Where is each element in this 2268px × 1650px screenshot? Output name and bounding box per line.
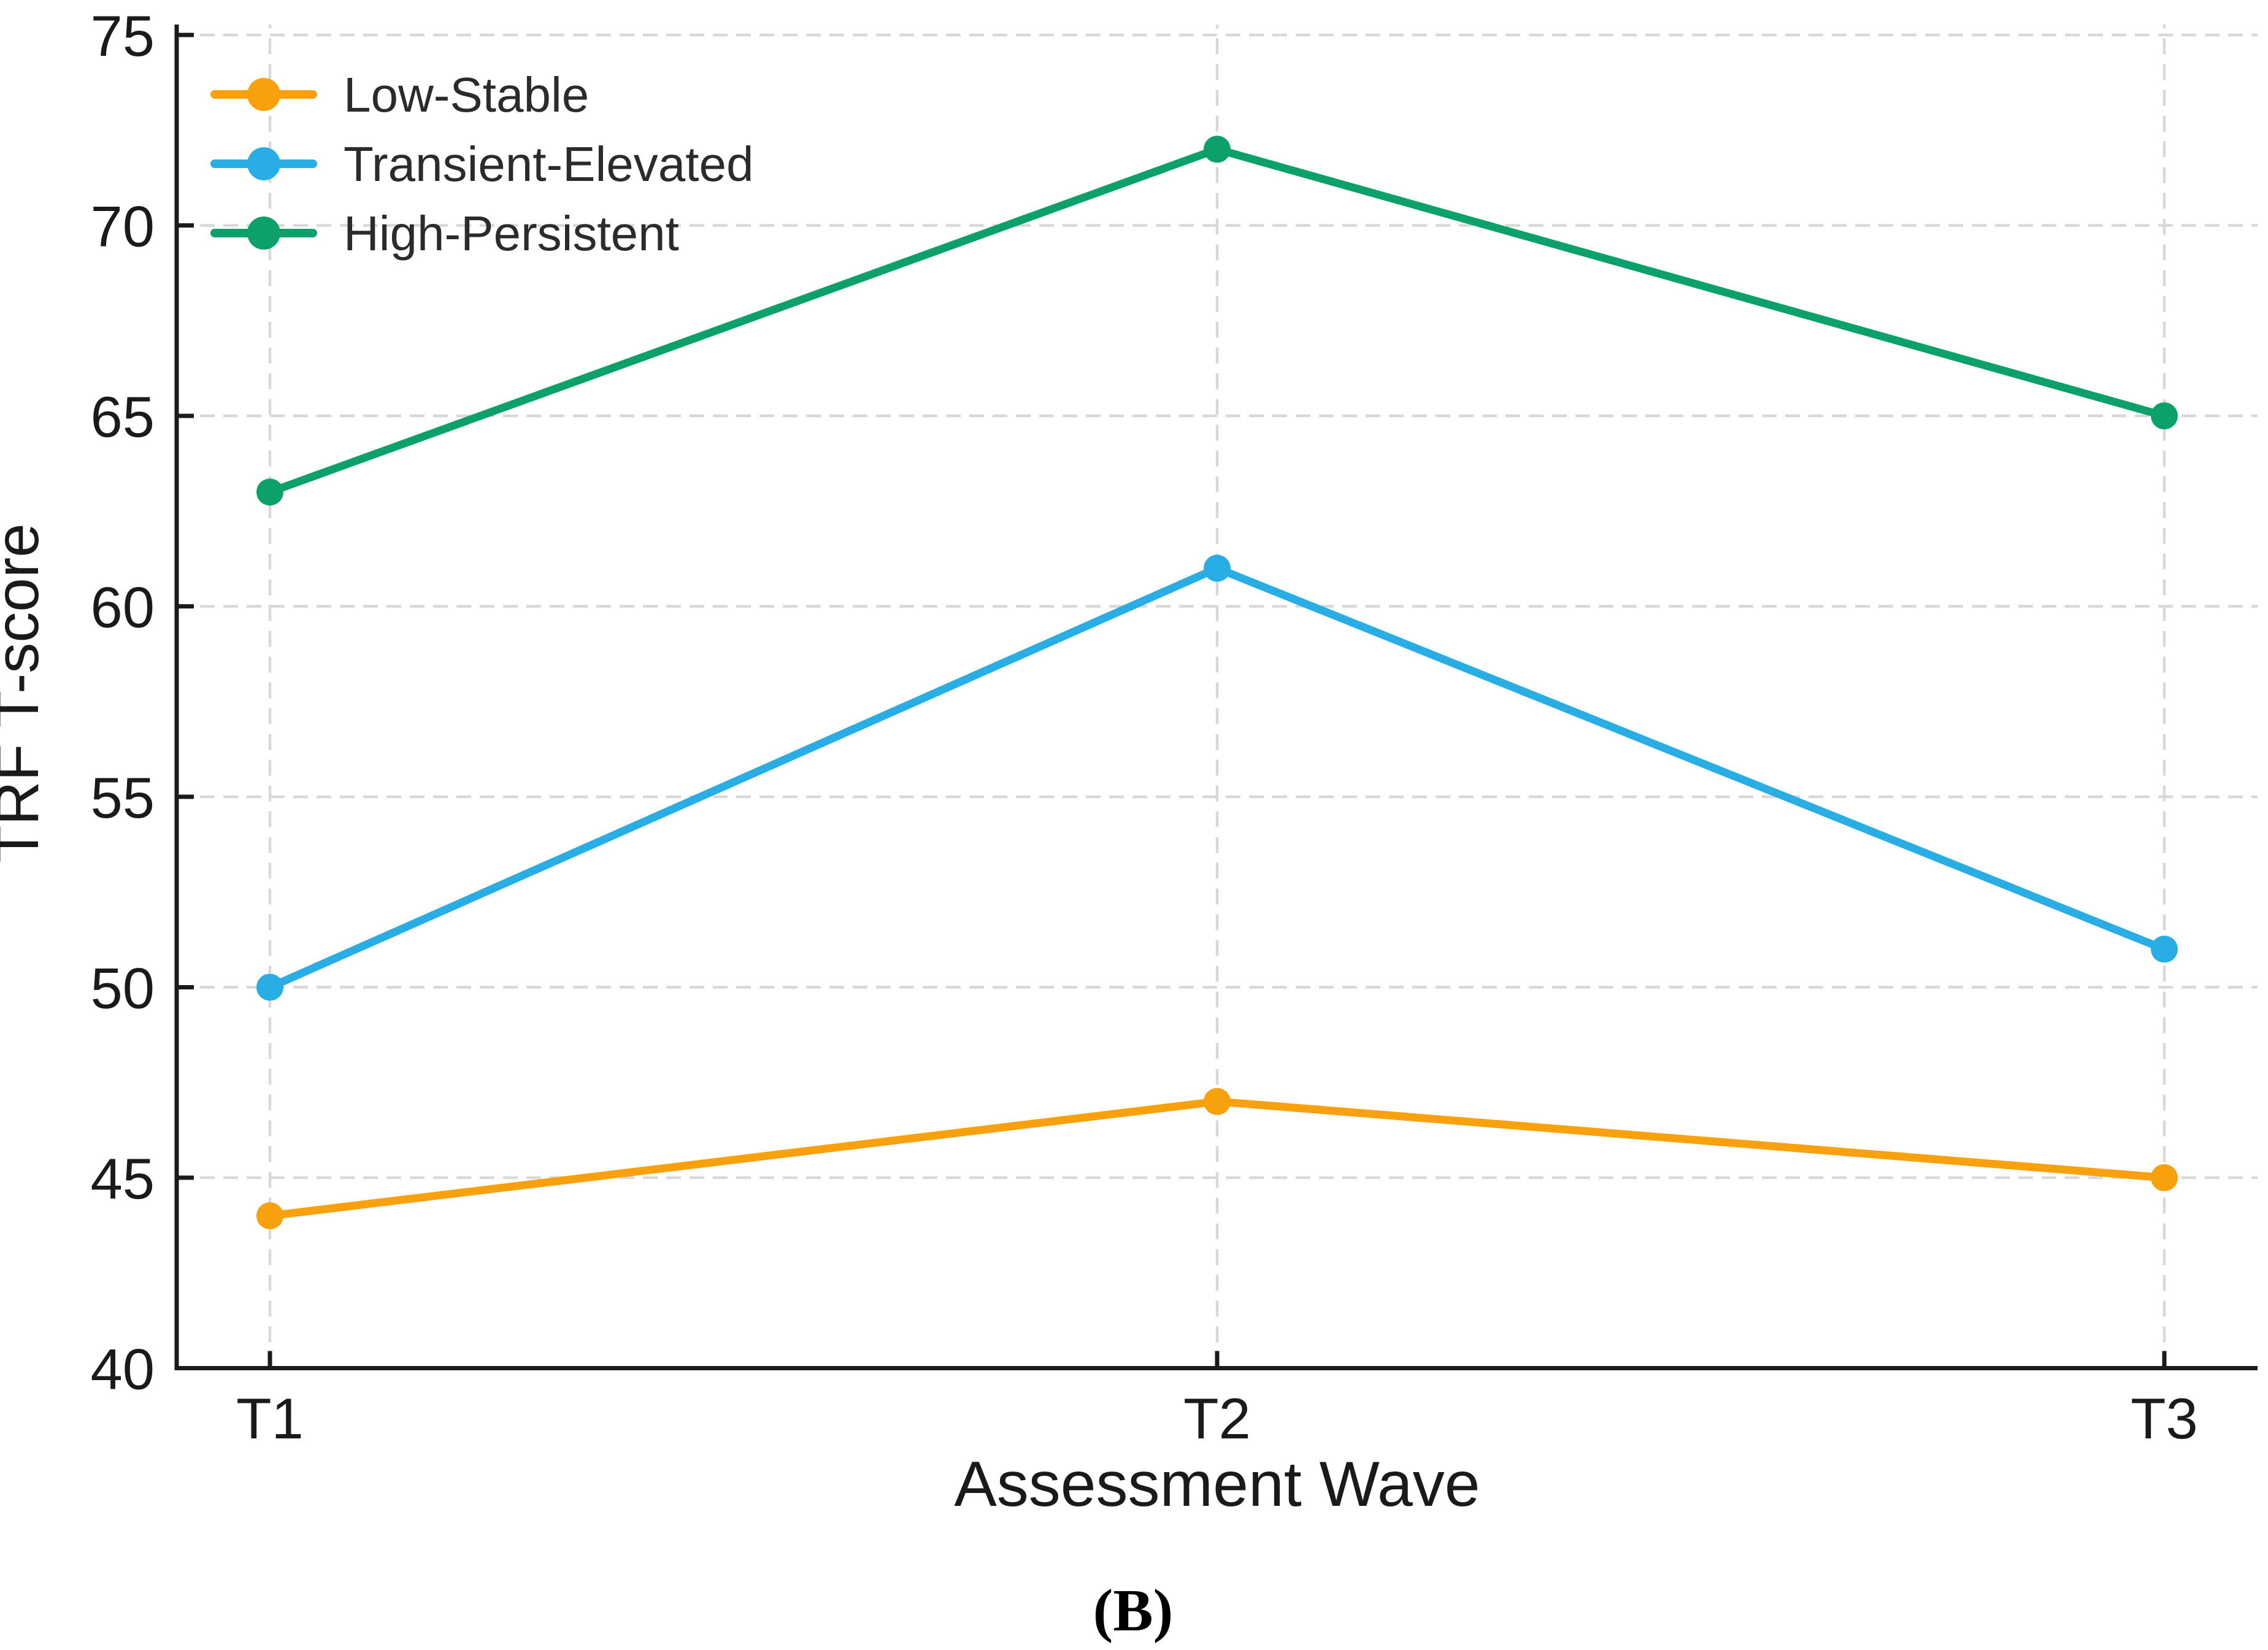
y-tick-label-45: 45	[90, 1146, 155, 1211]
data-point-High-Persistent-T2	[1204, 136, 1231, 163]
legend-label-High-Persistent: High-Persistent	[344, 206, 679, 261]
vertical-gridlines	[268, 25, 2166, 1368]
data-point-High-Persistent-T3	[2151, 402, 2178, 429]
data-series	[256, 136, 2178, 1230]
figure-caption: (B)	[1093, 1578, 1174, 1644]
data-point-Low-Stable-T3	[2151, 1164, 2178, 1191]
axis-ticks	[177, 33, 2167, 1370]
data-point-Transient-Elevated-T2	[1204, 554, 1231, 582]
y-tick-label-55: 55	[90, 766, 155, 830]
data-point-Transient-Elevated-T3	[2151, 935, 2178, 963]
legend-swatch-marker-Low-Stable	[247, 78, 280, 111]
legend-item-High-Persistent: High-Persistent	[210, 206, 679, 261]
x-tick-labels: T1 T2 T3	[236, 1386, 2198, 1451]
y-tick-label-65: 65	[90, 385, 155, 449]
legend-item-Transient-Elevated: Transient-Elevated	[210, 137, 753, 191]
x-tick-label-T3: T3	[2131, 1386, 2198, 1451]
y-axis-label: TRF T-score	[0, 523, 52, 863]
y-tick-label-40: 40	[90, 1337, 155, 1402]
y-tick-labels: 40 45 50 55 60 65 70 75	[90, 4, 155, 1402]
legend: Low-Stable Transient-Elevated High-Persist…	[210, 67, 753, 261]
legend-label-Low-Stable: Low-Stable	[344, 67, 589, 122]
data-point-High-Persistent-T1	[256, 478, 283, 506]
x-tick-label-T1: T1	[236, 1386, 304, 1451]
legend-item-Low-Stable: Low-Stable	[210, 67, 589, 122]
y-tick-label-75: 75	[90, 4, 155, 68]
data-point-Transient-Elevated-T1	[256, 973, 283, 1001]
legend-label-Transient-Elevated: Transient-Elevated	[344, 137, 753, 191]
x-tick-label-T2: T2	[1183, 1386, 1251, 1451]
y-tick-label-60: 60	[90, 575, 155, 640]
y-tick-label-70: 70	[90, 194, 155, 259]
data-point-Low-Stable-T1	[256, 1202, 283, 1230]
x-axis-label: Assessment Wave	[954, 1449, 1480, 1520]
legend-swatch-marker-Transient-Elevated	[247, 147, 280, 180]
y-tick-label-50: 50	[90, 956, 155, 1021]
data-point-Low-Stable-T2	[1204, 1088, 1231, 1115]
legend-swatch-marker-High-Persistent	[247, 217, 280, 250]
